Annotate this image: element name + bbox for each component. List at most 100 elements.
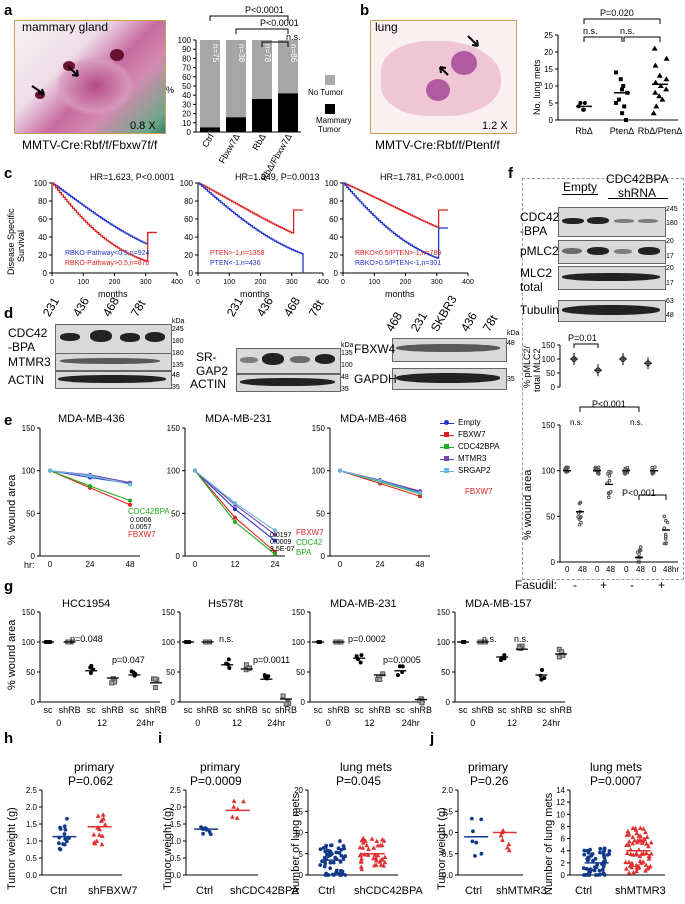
c-xtick-label: 400 bbox=[462, 279, 474, 286]
c2-ytick-label: 0 bbox=[189, 269, 194, 278]
j2-point bbox=[642, 837, 648, 842]
i1-ytick-label: 0.5 bbox=[170, 854, 182, 863]
j2-point bbox=[628, 851, 634, 856]
g-point bbox=[397, 664, 402, 669]
f-header-shrna: shRNA bbox=[618, 186, 657, 200]
title-e1: MDA-MB-436 bbox=[58, 413, 125, 425]
g-group-label: sc bbox=[537, 705, 547, 715]
c3-ytick-label: 80 bbox=[329, 197, 338, 206]
f-wound-ytick-label: 0 bbox=[551, 558, 556, 567]
j2-point bbox=[644, 850, 649, 856]
j2-point bbox=[636, 864, 642, 869]
e1-series-line bbox=[49, 470, 131, 485]
c1-ytick-label: 40 bbox=[38, 233, 47, 242]
band bbox=[562, 305, 660, 315]
c1-ytick-label: 0 bbox=[43, 269, 48, 278]
f-header-line-1 bbox=[562, 194, 598, 195]
j1-point bbox=[500, 837, 505, 842]
b-point bbox=[656, 72, 663, 78]
f-ratio-ytick-label: 100 bbox=[542, 355, 556, 364]
i2-point bbox=[323, 861, 328, 866]
g3-ytick-label: 150 bbox=[292, 608, 306, 617]
f-wound-point bbox=[563, 466, 568, 470]
i2-point bbox=[318, 847, 323, 852]
i2-point bbox=[379, 856, 385, 862]
mw-d2-3: 35 bbox=[341, 386, 349, 393]
g2-ytick-label: 150 bbox=[162, 608, 176, 617]
a-ytick-label: 80 bbox=[182, 54, 191, 63]
f-wound-point bbox=[606, 491, 611, 495]
c2-ytick-label: 100 bbox=[180, 179, 194, 188]
e1-ytick-label: 50 bbox=[26, 509, 35, 518]
f-wound-point bbox=[662, 514, 667, 519]
lung-image bbox=[370, 20, 517, 134]
y-axis-label-h: Tumor weight (g) bbox=[6, 807, 18, 890]
i2-point bbox=[363, 838, 368, 843]
j1-point bbox=[471, 829, 475, 834]
g-time-label: 24hr bbox=[267, 718, 285, 728]
i2-point bbox=[334, 850, 339, 855]
j2-point bbox=[626, 842, 632, 847]
g-group-label: sc bbox=[314, 705, 324, 715]
x-i1-ctrl: Ctrl bbox=[196, 885, 214, 897]
c1-ytick-label: 100 bbox=[34, 179, 48, 188]
h-point bbox=[62, 842, 67, 847]
wound-curves-e: 0 50 100 150 0 24 48 0 50 100 150 0 12 24 0 50 100 150 0 24… bbox=[22, 424, 430, 569]
g-group-label: shRB bbox=[236, 705, 258, 715]
kda-3: kDa bbox=[507, 330, 520, 337]
mammary-gland-image bbox=[14, 20, 166, 134]
c2-ytick-label: 60 bbox=[184, 215, 193, 224]
legend-swatch-mammary-tumor bbox=[325, 104, 335, 114]
y-axis-label-j2: Number of lung mets bbox=[543, 792, 555, 895]
ann-e2-p2: 0.0009 bbox=[270, 539, 292, 546]
e2-ytick-label: 0 bbox=[176, 552, 181, 561]
bar-n-label: n=38 bbox=[237, 44, 246, 63]
i2-point bbox=[358, 864, 364, 869]
c3-ytick-label: 20 bbox=[329, 251, 338, 260]
g-group-label: shRB bbox=[511, 705, 533, 715]
g4-ytick-label: 100 bbox=[437, 638, 451, 647]
g-time-label: 0 bbox=[56, 718, 61, 728]
b-point bbox=[651, 45, 658, 51]
j2-point bbox=[646, 853, 652, 859]
j2-ytick-label: 6 bbox=[561, 835, 566, 844]
f-wound-point bbox=[576, 515, 580, 519]
f-label-tubulin: Tubulin bbox=[520, 303, 559, 317]
j2-point bbox=[601, 871, 606, 876]
h-point bbox=[58, 825, 62, 830]
i2-point bbox=[372, 852, 378, 857]
h-point bbox=[98, 818, 104, 823]
b-point bbox=[578, 101, 583, 105]
a-ytick-label: 30 bbox=[182, 100, 191, 109]
arrow-icons-b bbox=[439, 35, 479, 76]
x-axis-label-c1: months bbox=[98, 289, 128, 299]
g-point bbox=[400, 664, 405, 669]
j2-point bbox=[629, 862, 635, 867]
j1-point bbox=[479, 851, 484, 856]
mw-f-2: 20 bbox=[666, 238, 674, 245]
c3-ytick-label: 0 bbox=[334, 269, 339, 278]
i2-point bbox=[359, 859, 364, 864]
j2-point bbox=[586, 873, 591, 877]
g1-ytick-label: 100 bbox=[22, 638, 36, 647]
h-point bbox=[101, 816, 106, 821]
mw-d1-1: 180 bbox=[172, 338, 184, 345]
h-ytick-label: 2.5 bbox=[26, 786, 38, 795]
panel-f-frame bbox=[522, 178, 684, 580]
bar-n-label: n=86 bbox=[289, 44, 298, 63]
j2-ytick-label: 0 bbox=[561, 871, 566, 880]
h-point bbox=[91, 832, 97, 837]
i2-point bbox=[330, 872, 335, 877]
g2-p1: n.s. bbox=[219, 634, 234, 644]
g-point bbox=[540, 668, 545, 673]
h-point bbox=[62, 832, 67, 836]
legend-c1-b: RBKO-Pathway>0.5,n=870 bbox=[65, 260, 150, 267]
h-point bbox=[94, 838, 100, 843]
x-j2-ctrl: Ctrl bbox=[575, 885, 593, 897]
g-point bbox=[419, 700, 425, 706]
a-ytick-label: 70 bbox=[182, 64, 191, 73]
h-ytick-label: 0.5 bbox=[26, 854, 38, 863]
bar-category-label: RbΔ bbox=[250, 132, 267, 152]
j2-point bbox=[631, 869, 636, 875]
e3-xtick-label: 48 bbox=[416, 560, 425, 569]
